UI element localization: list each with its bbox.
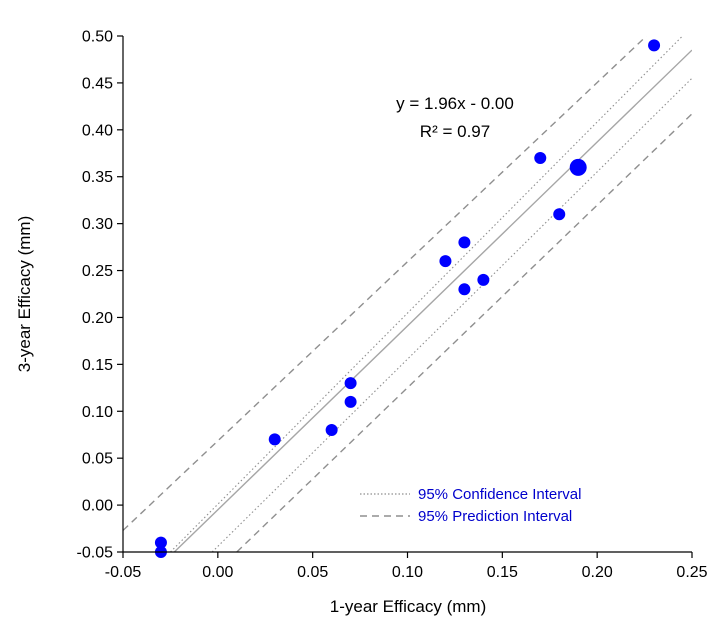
data-point xyxy=(344,395,357,408)
axes: -0.05 0.00 0.05 0.10 0.15 0.20 0.25 0.30 0.35 0.4… xyxy=(77,29,708,582)
x-tick-label: 0.20 xyxy=(582,564,613,581)
regression-equation: y = 1.96x - 0.00 xyxy=(396,94,514,113)
y-tick-label: 0.40 xyxy=(82,122,113,139)
prediction-lower-line xyxy=(236,113,692,552)
prediction-upper-line xyxy=(123,36,647,531)
data-point xyxy=(553,208,566,221)
y-tick-label: 0.45 xyxy=(82,75,113,92)
y-tick-label: 0.05 xyxy=(82,451,113,468)
confidence-lower-line xyxy=(211,77,692,552)
data-point xyxy=(325,424,338,437)
data-point xyxy=(154,536,167,549)
y-tick-label: 0.30 xyxy=(82,216,113,233)
data-point xyxy=(344,377,357,390)
x-tick-label: 0.00 xyxy=(202,564,233,581)
x-tick-label: 0.05 xyxy=(297,564,328,581)
legend-prediction-label: 95% Prediction Interval xyxy=(418,508,572,525)
y-axis-title: 3-year Efficacy (mm) xyxy=(15,216,34,373)
y-tick-label: 0.10 xyxy=(82,404,113,421)
y-tick-label: 0.25 xyxy=(82,263,113,280)
data-point xyxy=(458,283,471,296)
y-tick-label: 0.15 xyxy=(82,357,113,374)
x-tick-label: 0.25 xyxy=(676,564,707,581)
interval-lines xyxy=(123,36,692,552)
data-point xyxy=(534,151,547,164)
y-tick-label: -0.05 xyxy=(77,545,114,562)
y-tick-label: 0.20 xyxy=(82,310,113,327)
x-tick-label: 0.10 xyxy=(392,564,423,581)
data-point xyxy=(268,433,281,446)
regression-line xyxy=(173,49,692,552)
y-tick-label: 0.00 xyxy=(82,498,113,515)
data-point xyxy=(458,236,471,249)
confidence-upper-line xyxy=(170,36,683,552)
legend: 95% Confidence Interval 95% Prediction I… xyxy=(360,486,581,525)
x-tick-label: 0.15 xyxy=(487,564,518,581)
data-point xyxy=(439,255,452,268)
x-tick-label: -0.05 xyxy=(105,564,142,581)
y-tick-label: 0.35 xyxy=(82,169,113,186)
legend-confidence-label: 95% Confidence Interval xyxy=(418,486,581,503)
data-points xyxy=(154,39,661,558)
r-squared-label: R² = 0.97 xyxy=(420,122,490,141)
x-axis-title: 1-year Efficacy (mm) xyxy=(330,597,487,616)
data-point xyxy=(477,273,490,286)
data-point xyxy=(569,158,587,176)
y-tick-label: 0.50 xyxy=(82,29,113,46)
data-point xyxy=(648,39,661,52)
